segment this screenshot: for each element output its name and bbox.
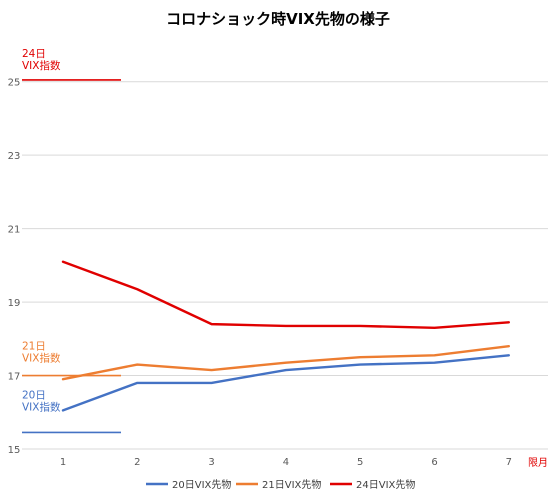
series-lines bbox=[61, 260, 510, 412]
series-line bbox=[61, 354, 510, 412]
y-axis-ticks: 15 17 19 21 23 25 bbox=[8, 78, 21, 456]
legend-label: 24日VIX先物 bbox=[356, 478, 415, 491]
series-line bbox=[61, 260, 510, 329]
x-tick-label: 1 bbox=[60, 457, 66, 468]
series-line bbox=[61, 344, 510, 381]
legend-label: 20日VIX先物 bbox=[172, 478, 231, 491]
reference-label: VIX指数 bbox=[22, 59, 61, 72]
reference-label: 21日 bbox=[22, 341, 46, 353]
legend-label: 21日VIX先物 bbox=[262, 478, 321, 491]
x-tick-label: 5 bbox=[357, 457, 363, 468]
y-tick-label: 23 bbox=[8, 151, 21, 162]
y-tick-label: 21 bbox=[8, 225, 21, 236]
x-tick-label: 7 bbox=[506, 457, 512, 468]
reference-label: 24日 bbox=[22, 48, 46, 60]
x-tick-label: 2 bbox=[134, 457, 140, 468]
y-tick-label: 19 bbox=[8, 298, 21, 309]
reference-label: VIX指数 bbox=[22, 400, 61, 413]
x-tick-label: 3 bbox=[208, 457, 214, 468]
legend: 20日VIX先物 21日VIX先物 24日VIX先物 bbox=[146, 478, 415, 491]
x-tick-label: 4 bbox=[283, 457, 289, 468]
chart-title: コロナショック時VIX先物の様子 bbox=[166, 10, 390, 28]
y-tick-label: 17 bbox=[8, 372, 21, 383]
y-tick-label: 15 bbox=[8, 445, 21, 456]
x-axis-ticks: 1 2 3 4 5 6 7 bbox=[60, 457, 512, 468]
x-tick-label: 6 bbox=[431, 457, 437, 468]
reference-label: 20日 bbox=[22, 389, 46, 401]
y-tick-label: 25 bbox=[8, 78, 21, 89]
gridlines bbox=[22, 81, 548, 450]
reference-label: VIX指数 bbox=[22, 352, 61, 365]
x-axis-label: 限月 bbox=[528, 457, 548, 469]
